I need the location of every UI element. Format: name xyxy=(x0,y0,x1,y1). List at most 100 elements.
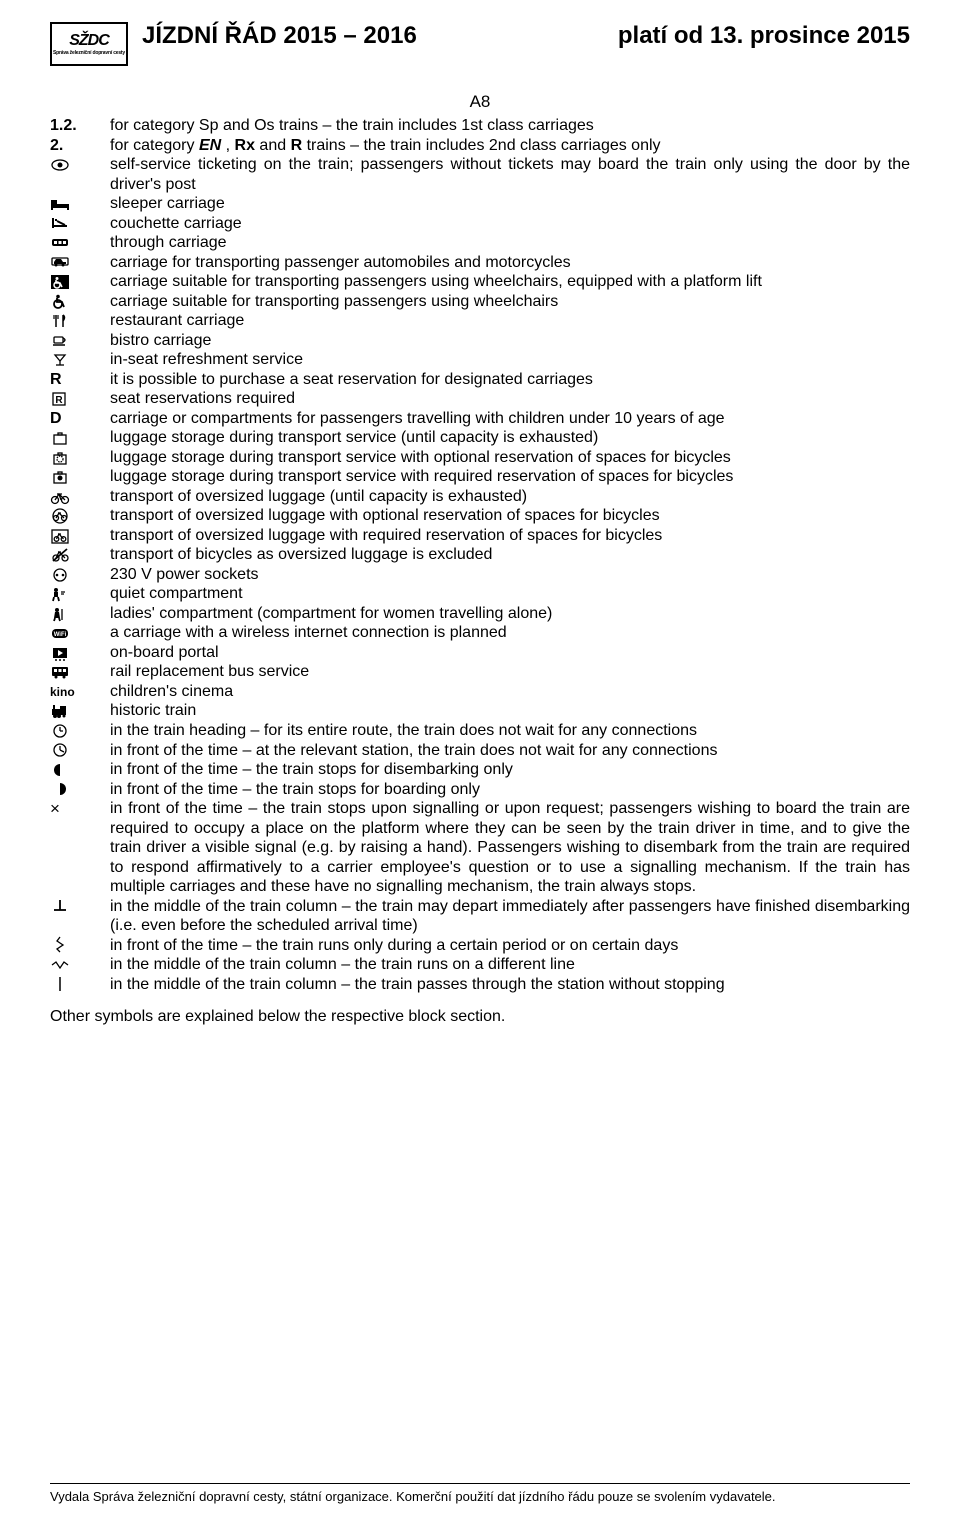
header-date: platí od 13. prosince 2015 xyxy=(618,22,910,50)
logo: SŽDC Správa železniční dopravní cesty xyxy=(50,22,128,66)
definition-text: ladies' compartment (compartment for wom… xyxy=(110,604,910,624)
definition-text: a carriage with a wireless internet conn… xyxy=(110,623,910,643)
definition-row: ×in front of the time – the train stops … xyxy=(50,799,910,897)
definition-text: restaurant carriage xyxy=(110,311,910,331)
symbol-zigzag-h xyxy=(50,955,110,975)
definition-row: 2.for category EN , Rx and R trains – th… xyxy=(50,136,910,156)
definition-row: in front of the time – at the relevant s… xyxy=(50,741,910,761)
definition-text: rail replacement bus service xyxy=(110,662,910,682)
logo-text: SŽDC xyxy=(69,32,109,50)
definition-row: in the middle of the train column – the … xyxy=(50,897,910,936)
symbol-left-half xyxy=(50,760,110,780)
definition-row: in-seat refreshment service xyxy=(50,350,910,370)
definition-text: in the middle of the train column – the … xyxy=(110,955,910,975)
symbol-wifi: WiFi xyxy=(50,623,110,643)
definition-row: carriage for transporting passenger auto… xyxy=(50,253,910,273)
symbol-wheel xyxy=(50,292,110,312)
footer-text: Vydala Správa železniční dopravní cesty,… xyxy=(50,1489,910,1504)
definition-row: Rit is possible to purchase a seat reser… xyxy=(50,370,910,390)
definition-row: kinochildren's cinema xyxy=(50,682,910,702)
symbol-portal xyxy=(50,643,110,663)
definition-text: self-service ticketing on the train; pas… xyxy=(110,155,910,194)
definition-row: quiet compartment xyxy=(50,584,910,604)
symbol-bike-opt xyxy=(50,506,110,526)
symbol-lug-req xyxy=(50,467,110,487)
symbol-ladies xyxy=(50,604,110,624)
symbol-car xyxy=(50,253,110,273)
definition-text: carriage suitable for transporting passe… xyxy=(110,292,910,312)
symbol-zigzag-v xyxy=(50,936,110,956)
definition-row: in the train heading – for its entire ro… xyxy=(50,721,910,741)
footer-divider xyxy=(50,1483,910,1484)
definition-text: quiet compartment xyxy=(110,584,910,604)
definition-row: through carriage xyxy=(50,233,910,253)
definition-text: in the middle of the train column – the … xyxy=(110,975,910,995)
definition-row: rail replacement bus service xyxy=(50,662,910,682)
definition-row: carriage suitable for transporting passe… xyxy=(50,272,910,292)
definition-row: on-board portal xyxy=(50,643,910,663)
definition-text: couchette carriage xyxy=(110,214,910,234)
definition-text: transport of oversized luggage with opti… xyxy=(110,506,910,526)
symbol-quiet xyxy=(50,584,110,604)
definition-text: carriage suitable for transporting passe… xyxy=(110,272,910,292)
symbol-bike xyxy=(50,487,110,507)
symbol-through xyxy=(50,233,110,253)
definition-row: Dcarriage or compartments for passengers… xyxy=(50,409,910,429)
closing-note: Other symbols are explained below the re… xyxy=(50,1008,910,1026)
symbol-D: D xyxy=(50,409,110,429)
symbol-right-half xyxy=(50,780,110,800)
definition-text: 230 V power sockets xyxy=(110,565,910,585)
definition-text: through carriage xyxy=(110,233,910,253)
definition-text: in front of the time – the train runs on… xyxy=(110,936,910,956)
definition-row: restaurant carriage xyxy=(50,311,910,331)
definition-row: luggage storage during transport service… xyxy=(50,428,910,448)
definition-text: it is possible to purchase a seat reserv… xyxy=(110,370,910,390)
definition-row: historic train xyxy=(50,701,910,721)
definition-text: for category EN , Rx and R trains – the … xyxy=(110,136,910,156)
symbol-fork xyxy=(50,311,110,331)
definition-list: 1.2.for category Sp and Os trains – the … xyxy=(50,116,910,994)
symbol-bike-x xyxy=(50,545,110,565)
symbol-wheel-lift xyxy=(50,272,110,292)
symbol-bike-req xyxy=(50,526,110,546)
logo-subtext: Správa železniční dopravní cesty xyxy=(53,50,125,56)
definition-row: sleeper carriage xyxy=(50,194,910,214)
definition-row: self-service ticketing on the train; pas… xyxy=(50,155,910,194)
definition-row: in front of the time – the train runs on… xyxy=(50,936,910,956)
header: SŽDC Správa železniční dopravní cesty JÍ… xyxy=(50,22,910,66)
symbol-bus xyxy=(50,662,110,682)
definition-row: carriage suitable for transporting passe… xyxy=(50,292,910,312)
header-title: JÍZDNÍ ŘÁD 2015 – 2016 xyxy=(142,22,417,50)
definition-row: bistro carriage xyxy=(50,331,910,351)
definition-text: in front of the time – the train stops f… xyxy=(110,780,910,800)
definition-text: sleeper carriage xyxy=(110,194,910,214)
definition-row: 1.2.for category Sp and Os trains – the … xyxy=(50,116,910,136)
symbol-cup xyxy=(50,331,110,351)
symbol-bed xyxy=(50,194,110,214)
definition-row: transport of bicycles as oversized lugga… xyxy=(50,545,910,565)
definition-text: on-board portal xyxy=(110,643,910,663)
symbol-lug xyxy=(50,428,110,448)
symbol-couchette xyxy=(50,214,110,234)
definition-row: in front of the time – the train stops f… xyxy=(50,780,910,800)
definition-row: WiFi a carriage with a wireless internet … xyxy=(50,623,910,643)
definition-text: for category Sp and Os trains – the trai… xyxy=(110,116,910,136)
definition-text: luggage storage during transport service… xyxy=(110,448,910,468)
definition-row: transport of oversized luggage with requ… xyxy=(50,526,910,546)
symbol-glass xyxy=(50,350,110,370)
symbol-2.: 2. xyxy=(50,136,110,156)
svg-text:WiFi: WiFi xyxy=(54,632,67,638)
definition-row: in the middle of the train column – the … xyxy=(50,975,910,995)
definition-row: couchette carriage xyxy=(50,214,910,234)
definition-text: in front of the time – at the relevant s… xyxy=(110,741,910,761)
definition-row: 230 V power sockets xyxy=(50,565,910,585)
definition-text: in front of the time – the train stops f… xyxy=(110,760,910,780)
symbol-historic xyxy=(50,701,110,721)
definition-row: Rseat reservations required xyxy=(50,389,910,409)
definition-text: luggage storage during transport service… xyxy=(110,428,910,448)
symbol-Rbox: R xyxy=(50,389,110,409)
definition-text: transport of oversized luggage (until ca… xyxy=(110,487,910,507)
symbol-clock-time xyxy=(50,741,110,761)
definition-text: carriage for transporting passenger auto… xyxy=(110,253,910,273)
definition-text: seat reservations required xyxy=(110,389,910,409)
